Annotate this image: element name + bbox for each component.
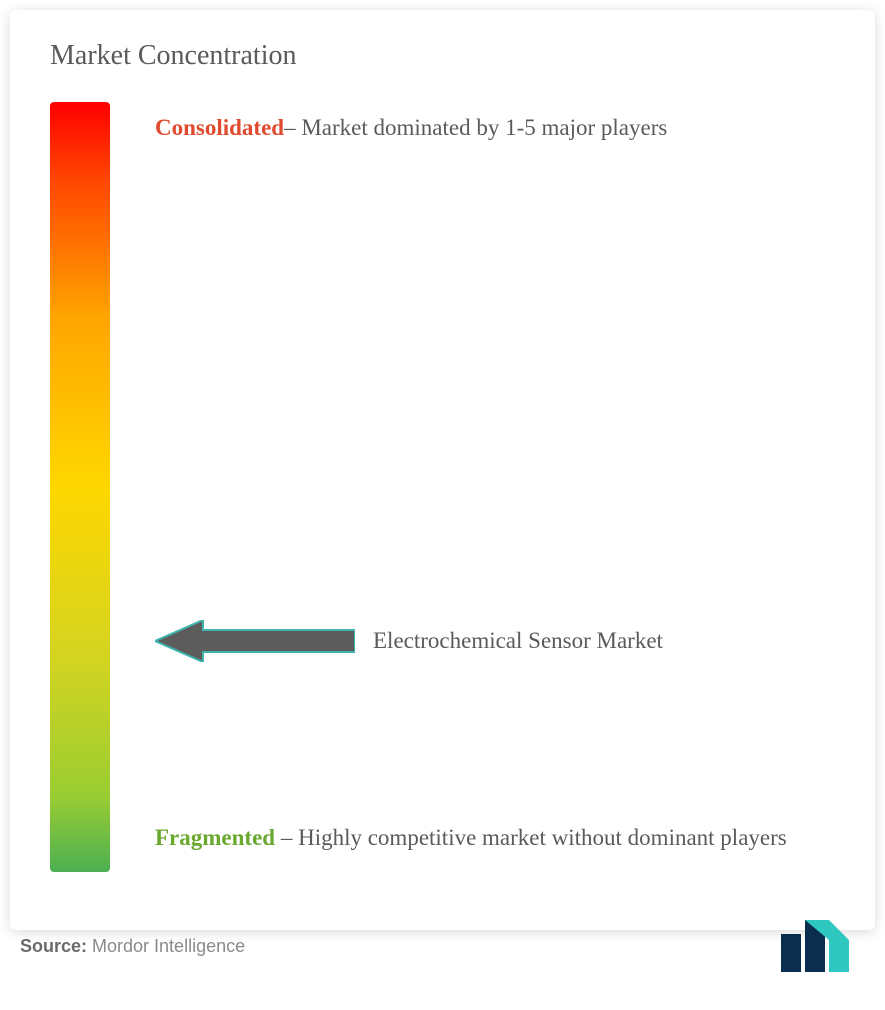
- fragmented-label-block: Fragmented – Highly competitive market w…: [155, 816, 825, 860]
- fragmented-term: Fragmented: [155, 825, 275, 850]
- consolidated-description: – Market dominated by 1-5 major players: [284, 115, 667, 140]
- consolidated-label-block: Consolidated– Market dominated by 1-5 ma…: [155, 106, 825, 150]
- footer: Source: Mordor Intelligence: [20, 920, 865, 972]
- fragmented-description: – Highly competitive market without domi…: [275, 825, 787, 850]
- source-name: Mordor Intelligence: [92, 936, 245, 956]
- market-marker: Electrochemical Sensor Market: [155, 620, 663, 662]
- source-prefix: Source:: [20, 936, 92, 956]
- source-attribution: Source: Mordor Intelligence: [20, 936, 245, 957]
- consolidated-term: Consolidated: [155, 115, 284, 140]
- labels-column: Consolidated– Market dominated by 1-5 ma…: [155, 102, 835, 872]
- mordor-logo-icon: [775, 920, 865, 972]
- concentration-gradient-bar: [50, 102, 110, 872]
- content-row: Consolidated– Market dominated by 1-5 ma…: [50, 102, 835, 872]
- card-title: Market Concentration: [50, 40, 835, 72]
- market-marker-label: Electrochemical Sensor Market: [373, 628, 663, 654]
- concentration-card: Market Concentration Consolidated– Marke…: [10, 10, 875, 930]
- arrow-left-icon: [155, 620, 355, 662]
